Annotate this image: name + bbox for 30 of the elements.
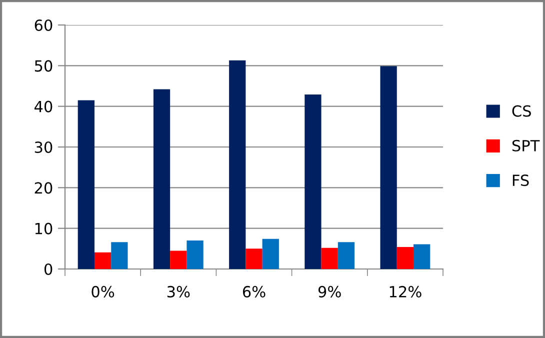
y-tick-label: 60	[34, 19, 52, 32]
bar	[229, 60, 246, 269]
bar	[153, 89, 170, 269]
bar	[262, 238, 279, 269]
y-tick-label: 50	[34, 60, 52, 72]
y-tick-label: 40	[34, 100, 52, 112]
y-tick-label: 10	[35, 222, 52, 234]
x-tick-label: 3%	[167, 286, 190, 298]
legend-label: FS	[512, 174, 529, 186]
bar	[380, 66, 397, 269]
bar	[186, 240, 204, 269]
x-tick-label: 12%	[390, 286, 422, 298]
bar	[396, 247, 414, 269]
bar	[304, 94, 322, 269]
bar	[246, 248, 262, 269]
x-tick-label: 9%	[318, 286, 341, 298]
bar	[94, 252, 112, 269]
legend-label: CS	[512, 105, 531, 117]
bar	[338, 242, 355, 269]
bar	[170, 250, 187, 269]
x-tick-label: 6%	[242, 286, 266, 298]
bar	[321, 248, 338, 269]
x-tick-label: 0%	[92, 286, 114, 298]
y-tick-label: 20	[34, 182, 52, 194]
bar	[78, 100, 94, 269]
y-tick-label: 30	[34, 141, 52, 154]
y-tick-label: 0	[44, 263, 52, 276]
legend-label: SPT	[512, 140, 540, 152]
bar	[414, 244, 430, 269]
bar	[111, 242, 128, 269]
